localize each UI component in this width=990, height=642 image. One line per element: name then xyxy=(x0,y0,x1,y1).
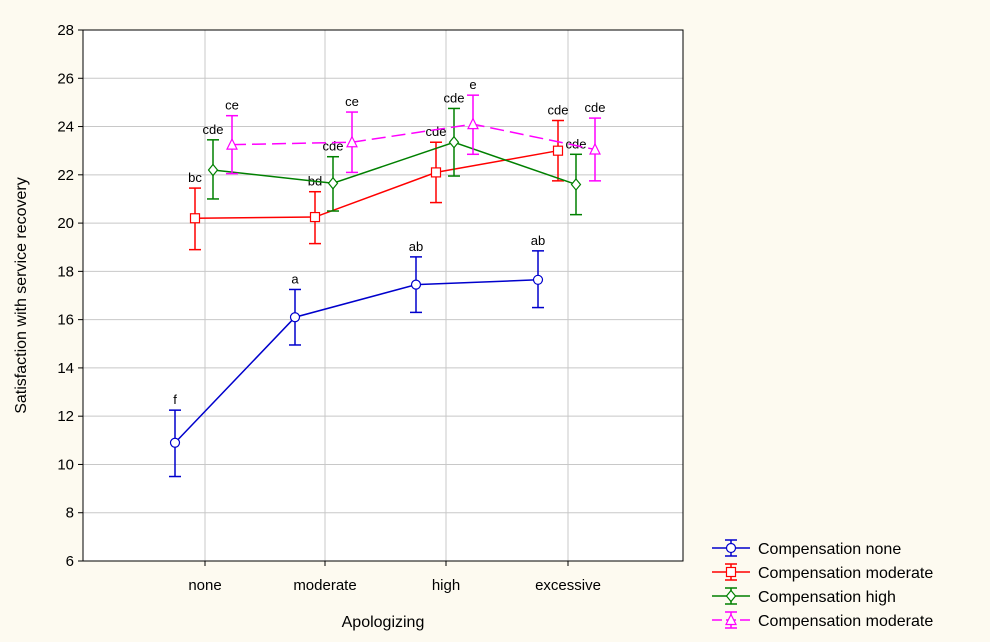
point-label: ce xyxy=(345,94,359,109)
y-axis: 6 8 10 12 14 16 18 20 22 24 26 28 xyxy=(57,22,83,570)
point-marker xyxy=(725,542,737,554)
legend-label: Compensation none xyxy=(758,541,901,558)
x-tick-label: none xyxy=(188,577,221,594)
point-label: f xyxy=(173,392,177,407)
y-tick-label: 26 xyxy=(57,70,74,87)
y-axis-title: Satisfaction with service recovery xyxy=(13,177,30,414)
point-marker xyxy=(725,589,737,603)
point-label: cde xyxy=(585,100,606,115)
point-label: e xyxy=(469,77,476,92)
point-marker xyxy=(289,312,301,323)
legend-item: Compensation high xyxy=(712,587,896,606)
x-tick-label: high xyxy=(432,577,460,594)
point-marker xyxy=(207,163,219,177)
x-tick-label: excessive xyxy=(535,577,601,594)
legend: Compensation none Compensation moderate Co… xyxy=(712,539,933,630)
y-tick-label: 16 xyxy=(57,312,74,329)
point-marker xyxy=(725,613,737,626)
legend-item: Compensation moderate xyxy=(712,563,933,582)
plot-background xyxy=(83,30,683,561)
y-tick-label: 6 xyxy=(66,553,74,570)
point-marker xyxy=(467,117,479,130)
point-label: ce xyxy=(225,98,239,113)
point-marker xyxy=(169,437,181,448)
point-label: cde xyxy=(444,90,465,105)
y-tick-label: 20 xyxy=(57,215,74,232)
point-marker xyxy=(589,142,601,155)
legend-item: Compensation none xyxy=(712,539,901,558)
legend-label: Compensation moderate xyxy=(758,613,933,630)
point-marker xyxy=(327,176,339,190)
point-marker xyxy=(346,135,358,148)
point-label: cde xyxy=(566,136,587,151)
point-marker xyxy=(430,167,442,178)
legend-label: Compensation high xyxy=(758,589,896,606)
y-tick-label: 28 xyxy=(57,22,74,39)
series-line xyxy=(212,141,577,186)
point-marker xyxy=(725,566,737,578)
point-label: cde xyxy=(323,139,344,154)
y-tick-label: 8 xyxy=(66,505,74,522)
grid xyxy=(83,30,683,561)
x-axis: none moderate high excessive xyxy=(188,561,601,594)
point-label: cde xyxy=(548,103,569,118)
point-marker xyxy=(532,274,544,285)
point-label: cde xyxy=(203,122,224,137)
legend-label: Compensation moderate xyxy=(758,565,933,582)
x-axis-title: Apologizing xyxy=(342,614,425,631)
series-line xyxy=(231,123,596,151)
point-marker xyxy=(410,279,422,290)
point-label: a xyxy=(291,271,299,286)
legend-item: Compensation moderate xyxy=(712,611,933,630)
point-marker xyxy=(552,145,564,156)
y-tick-label: 24 xyxy=(57,119,74,136)
plot-area xyxy=(82,29,684,562)
y-tick-label: 10 xyxy=(57,456,74,473)
y-tick-label: 14 xyxy=(57,360,74,377)
series-group: f a ab ab xyxy=(169,233,545,478)
point-marker xyxy=(189,213,201,224)
y-tick-label: 18 xyxy=(57,263,74,280)
point-marker xyxy=(570,178,582,191)
series-line xyxy=(194,149,559,220)
series-line xyxy=(174,279,539,444)
point-label: ab xyxy=(531,233,545,248)
point-marker xyxy=(448,135,460,149)
x-tick-label: moderate xyxy=(293,577,356,594)
y-tick-label: 22 xyxy=(57,167,74,184)
point-marker xyxy=(309,211,321,223)
point-label: cde xyxy=(426,124,447,139)
point-label: bc xyxy=(188,170,202,185)
point-marker xyxy=(226,137,238,150)
y-tick-label: 12 xyxy=(57,408,74,425)
point-label: ab xyxy=(409,239,423,254)
